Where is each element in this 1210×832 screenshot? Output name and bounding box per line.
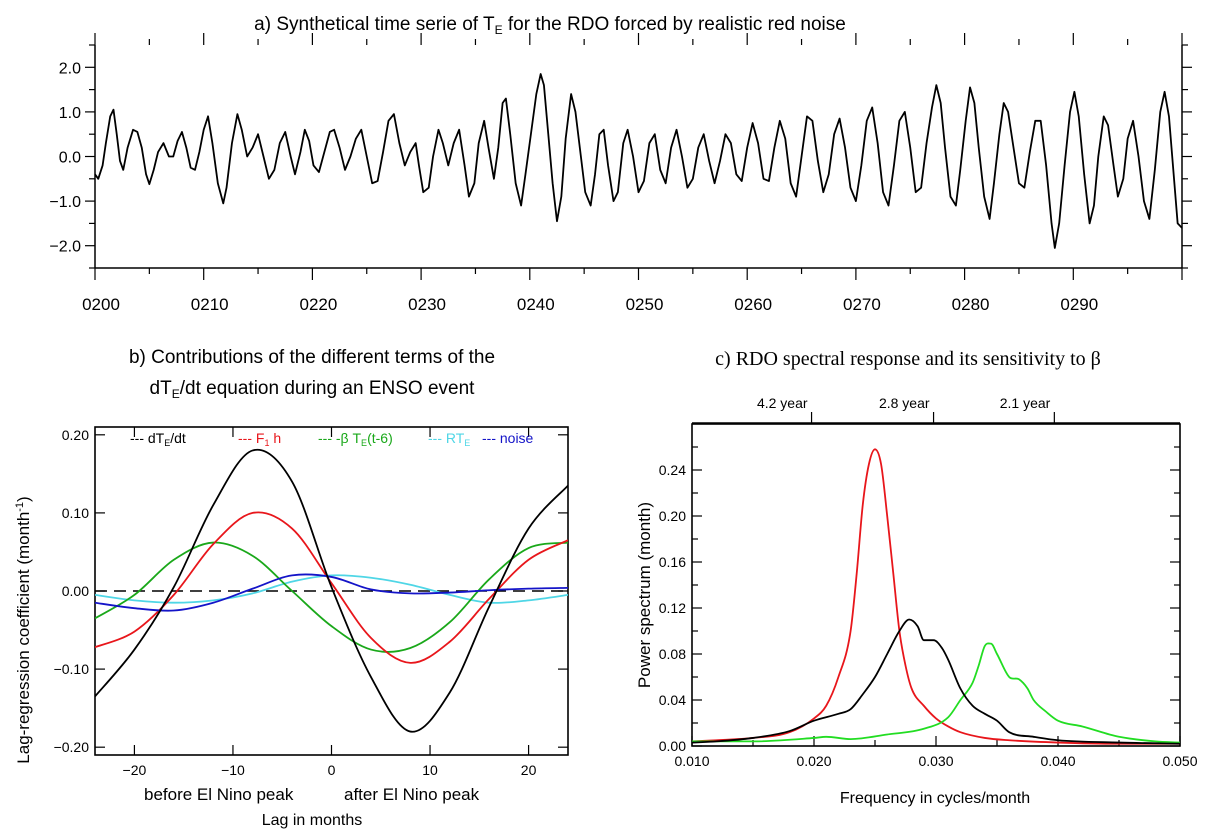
panel-b-annotation-before: before El Nino peak [144, 785, 294, 804]
panel-c-ylabel: Power spectrum (month) [635, 502, 654, 688]
y-tick-label: 0.20 [62, 427, 89, 443]
y-tick-label: 0.08 [659, 646, 686, 662]
panel-b: b) Contributions of the different terms … [14, 347, 569, 829]
x-tick-label: −20 [123, 762, 147, 778]
series-line [95, 574, 568, 604]
panel-b-annotation-after: after El Nino peak [344, 785, 480, 804]
panel-c-xlabel: Frequency in cycles/month [840, 790, 1030, 807]
y-tick-label: 2.0 [59, 60, 81, 77]
plot-frame [691, 423, 1181, 747]
y-tick-label: 0.0 [59, 150, 81, 167]
x-tick-label: 0210 [191, 295, 229, 314]
x-tick-label: 20 [521, 762, 537, 778]
panel-c-title: c) RDO spectral response and its sensiti… [715, 348, 1101, 370]
x-tick-label: 0220 [299, 295, 337, 314]
legend-subscript: E [361, 438, 367, 448]
x-tick-label: 0.020 [796, 753, 831, 769]
x-tick-label: 0.050 [1162, 753, 1197, 769]
x-tick-label: 0250 [626, 295, 664, 314]
x-tick-label: 0230 [408, 295, 446, 314]
x-tick-label: 0 [328, 762, 336, 778]
legend-entry: --- RTE [428, 430, 470, 448]
x-tick-label: 0260 [734, 295, 772, 314]
x-tick-label: 0.010 [674, 753, 709, 769]
series-line [691, 448, 1180, 745]
legend-entry: --- dTE/dt [130, 430, 186, 448]
legend-subscript: E [164, 438, 170, 448]
y-tick-label: 0.04 [659, 692, 686, 708]
x-tick-label: 10 [422, 762, 438, 778]
legend-text: /dt [170, 430, 186, 446]
legend-subscript: E [464, 438, 470, 448]
panel-b-plot [95, 448, 568, 733]
y-tick-label: 0.10 [62, 505, 89, 521]
series-line [95, 573, 568, 612]
x-tick-label: −10 [221, 762, 245, 778]
panel-b-title-line2: dTE/dt equation during an ENSO event [150, 378, 476, 401]
panel-b-ylabel: Lag-regression coefficient (month-1) [14, 496, 33, 763]
y-tick-label: 0.12 [659, 600, 686, 616]
x-tick-label: 0.030 [918, 753, 953, 769]
panel-c-axes: 0.00 0.04 0.08 0.12 0.16 0.20 0.24 0.010 0.020 0.… [659, 395, 1198, 769]
series-line [95, 511, 568, 664]
x-tick-label: 0.040 [1040, 753, 1075, 769]
panel-a-axes: 2.0 1.0 0.0 −1.0 −2.0 0200 0210 0220 0230 0240 025… [49, 33, 1192, 314]
y-tick-label: −1.0 [49, 194, 81, 211]
legend-text: --- -β T [318, 430, 361, 446]
panel-c-plot [691, 448, 1181, 745]
panel-b-title-line1: b) Contributions of the different terms … [129, 347, 495, 368]
panel-a: a) Synthetical time serie of TE for the … [49, 14, 1192, 314]
legend-text: --- noise [482, 430, 534, 446]
legend-text: (t-6) [367, 430, 393, 446]
series-line [94, 73, 1183, 249]
panel-b-legend: --- dTE/dt --- F1 h --- -β TE(t-6) --- RTE -… [130, 430, 534, 448]
legend-entry: --- F1 h [238, 430, 281, 448]
x-tick-label: 0270 [843, 295, 881, 314]
y-tick-label: 0.00 [62, 583, 89, 599]
x-tick-label: 0290 [1060, 295, 1098, 314]
y-tick-label: 0.00 [659, 738, 686, 754]
legend-subscript: 1 [264, 438, 269, 448]
top-tick-label: 2.1 year [1000, 395, 1051, 411]
panel-a-title: a) Synthetical time serie of TE for the … [254, 14, 846, 37]
x-tick-label: 0240 [517, 295, 555, 314]
y-tick-label: −2.0 [49, 239, 81, 256]
x-tick-label: 0200 [82, 295, 120, 314]
series-line [95, 448, 568, 733]
panel-a-plot [94, 73, 1183, 249]
legend-entry: --- noise [482, 430, 534, 446]
top-tick-label: 4.2 year [757, 395, 808, 411]
y-tick-label: 0.20 [659, 508, 686, 524]
panel-c: c) RDO spectral response and its sensiti… [635, 348, 1198, 807]
legend-text: --- dT [130, 430, 165, 446]
series-line [691, 618, 1181, 745]
series-line [95, 541, 568, 653]
y-tick-label: 0.24 [659, 462, 686, 478]
panel-b-axes: 0.20 0.10 0.00 −0.10 −0.20 −20 −10 0 10 20 [54, 426, 569, 778]
y-tick-label: −0.10 [54, 661, 90, 677]
series-group [95, 448, 568, 733]
top-tick-label: 2.8 year [879, 395, 930, 411]
legend-text: --- RT [428, 430, 465, 446]
legend-text: h [269, 430, 281, 446]
series-line [692, 642, 1181, 744]
y-tick-label: 1.0 [59, 105, 81, 122]
panel-b-xlabel: Lag in months [262, 812, 363, 829]
y-tick-label: −0.20 [54, 739, 90, 755]
legend-text: --- F [238, 430, 264, 446]
legend-entry: --- -β TE(t-6) [318, 430, 393, 448]
x-tick-label: 0280 [952, 295, 990, 314]
y-tick-label: 0.16 [659, 554, 686, 570]
